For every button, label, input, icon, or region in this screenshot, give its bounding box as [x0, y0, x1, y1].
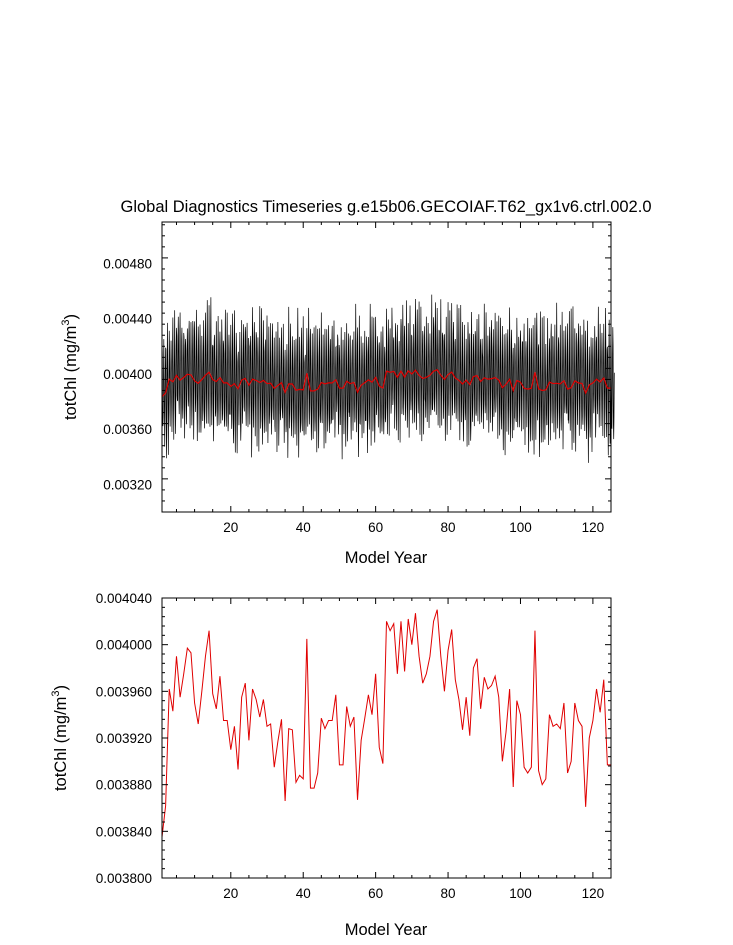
top-y-axis-label-sup: 3	[60, 319, 72, 325]
x-tick-label: 120	[582, 520, 605, 535]
top-y-axis-label: totChl (mg/m3)	[60, 314, 80, 420]
top-annual-mean-line	[161, 369, 611, 398]
y-tick-label: 0.00480	[103, 256, 152, 271]
top-x-axis-label: Model Year	[345, 549, 428, 567]
x-tick-label: 100	[509, 886, 532, 901]
x-tick-label: 20	[223, 886, 238, 901]
bottom-y-axis-label: totChl (mg/m3)	[50, 685, 70, 791]
bottom-panel: 20 40 60 80 100 120 0.003800 0.003840 0.003880 0.…	[50, 591, 612, 939]
top-panel: Global Diagnostics Timeseries g.e15b06.G…	[60, 198, 652, 567]
top-chart-title: Global Diagnostics Timeseries g.e15b06.G…	[120, 198, 651, 216]
y-tick-label: 0.003800	[96, 871, 152, 886]
x-tick-label: 60	[368, 520, 383, 535]
y-tick-label: 0.003840	[96, 824, 152, 839]
x-tick-label: 20	[223, 520, 238, 535]
top-y-axis-label-tail: )	[62, 314, 80, 320]
x-tick-label: 120	[582, 886, 605, 901]
bottom-x-axis-label: Model Year	[345, 921, 428, 939]
y-tick-label: 0.00400	[103, 367, 152, 382]
top-plot-area	[161, 294, 615, 463]
y-tick-label: 0.00440	[103, 312, 152, 327]
top-axes: 20 40 60 80 100 120 0.00320 0.00360 0.00400 0.004…	[103, 222, 612, 535]
x-tick-label: 100	[509, 520, 532, 535]
top-monthly-line	[161, 294, 615, 463]
y-tick-label: 0.00360	[103, 422, 152, 437]
y-tick-label: 0.00320	[103, 477, 152, 492]
y-tick-label: 0.003960	[96, 684, 152, 699]
x-tick-label: 40	[296, 520, 311, 535]
y-tick-label: 0.004000	[96, 638, 152, 653]
top-y-axis-label-main: totChl (mg/m	[62, 326, 80, 420]
bottom-plot-area	[161, 609, 611, 838]
y-tick-label: 0.003920	[96, 731, 152, 746]
x-tick-label: 80	[441, 886, 456, 901]
x-tick-label: 40	[296, 886, 311, 901]
bottom-y-axis-label-sup: 3	[50, 690, 62, 696]
y-tick-label: 0.003880	[96, 778, 152, 793]
x-tick-label: 60	[368, 886, 383, 901]
bottom-annual-mean-line	[161, 609, 611, 838]
bottom-y-axis-label-main: totChl (mg/m	[52, 697, 70, 791]
x-tick-label: 80	[441, 520, 456, 535]
bottom-y-axis-label-tail: )	[52, 685, 70, 691]
top-plot-frame	[161, 221, 612, 513]
y-tick-label: 0.004040	[96, 591, 152, 606]
bottom-axes: 20 40 60 80 100 120 0.003800 0.003840 0.003880 0.…	[96, 591, 612, 901]
